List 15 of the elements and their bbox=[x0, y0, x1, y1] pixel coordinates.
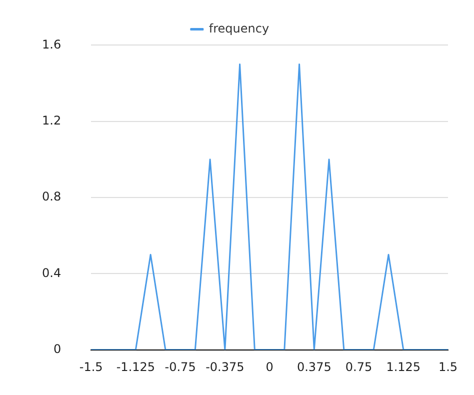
y-tick-label: 1.6 bbox=[42, 37, 62, 52]
x-tick-label: 0 bbox=[266, 360, 274, 374]
y-tick-label: 1.2 bbox=[42, 113, 62, 128]
x-tick-label: 0.75 bbox=[345, 360, 372, 374]
x-tick-label: 1.5 bbox=[438, 360, 458, 374]
x-tick-label: 1.125 bbox=[386, 360, 421, 374]
x-tick-label: -0.75 bbox=[164, 360, 196, 374]
x-tick-label: -1.125 bbox=[116, 360, 156, 374]
y-tick-label: 0.4 bbox=[42, 266, 62, 280]
x-tick-label: -0.375 bbox=[206, 360, 244, 374]
y-tick-label: 0 bbox=[53, 342, 62, 356]
x-tick-label: -1.5 bbox=[79, 360, 103, 374]
x-tick-label: 0.375 bbox=[296, 360, 332, 374]
y-tick-label: 0.8 bbox=[42, 190, 62, 204]
legend-label: frequency bbox=[208, 21, 270, 36]
